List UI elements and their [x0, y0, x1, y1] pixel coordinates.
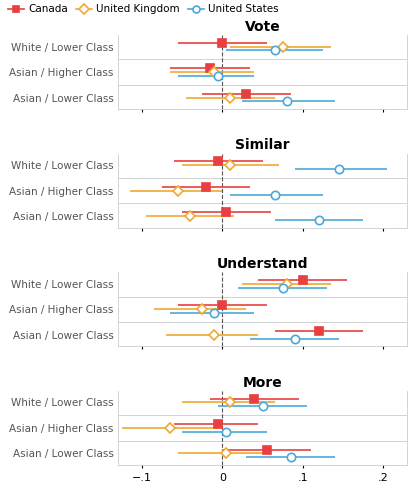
Title: More: More [243, 376, 282, 390]
Title: Similar: Similar [235, 138, 290, 152]
Legend: Canada, United Kingdom, United States: Canada, United Kingdom, United States [4, 0, 283, 18]
Title: Vote: Vote [244, 20, 281, 34]
Title: Understand: Understand [217, 257, 308, 271]
